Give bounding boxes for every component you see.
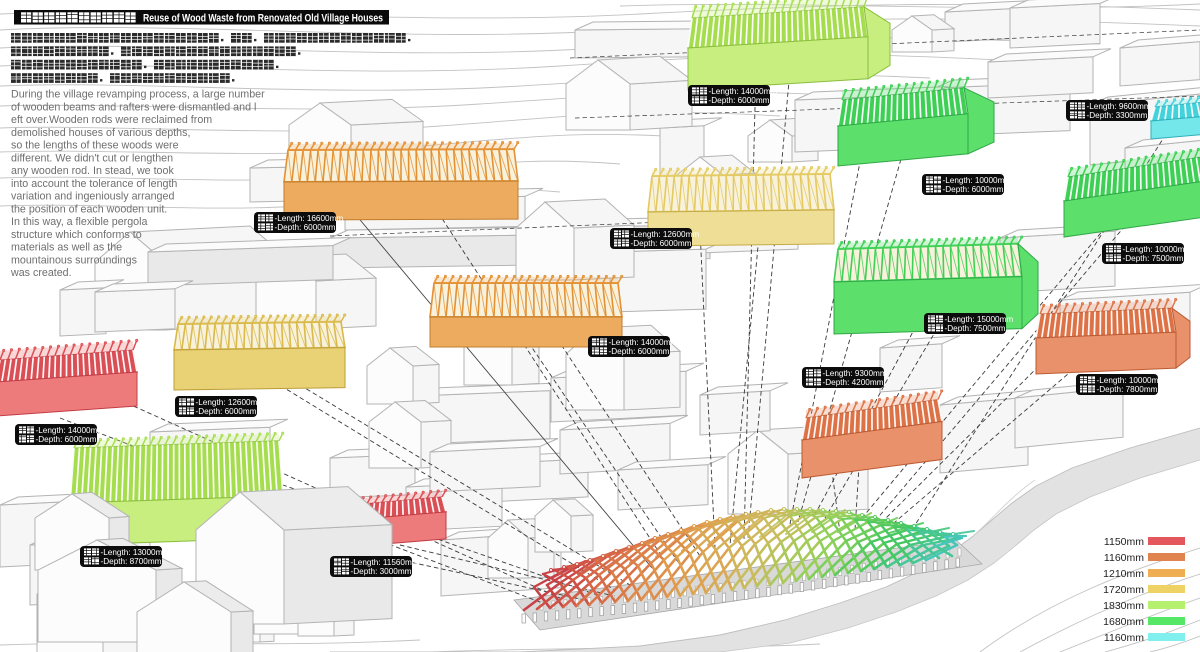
svg-text:structure which conforms to: structure which conforms to <box>11 229 142 241</box>
svg-text:-Depth: 7500mm: -Depth: 7500mm <box>1123 254 1184 263</box>
svg-text:-Length: 10000mm: -Length: 10000mm <box>1123 245 1192 254</box>
svg-text:1830mm: 1830mm <box>1103 600 1144 612</box>
svg-text:any wooden rod. In stead, we t: any wooden rod. In stead, we took <box>11 165 174 177</box>
svg-text:was created.: was created. <box>10 267 72 279</box>
svg-text:-Depth: 7800mm: -Depth: 7800mm <box>1097 385 1158 394</box>
svg-text:1160mm: 1160mm <box>1104 552 1144 564</box>
svg-text:variation and ingeniously arra: variation and ingeniously arranged <box>11 191 174 203</box>
svg-text:-Depth: 6000mm: -Depth: 6000mm <box>36 435 97 444</box>
svg-text:-Depth: 7500mm: -Depth: 7500mm <box>945 324 1006 333</box>
svg-text:-Length: 9600mm: -Length: 9600mm <box>1087 102 1151 111</box>
svg-text:demolished houses of various d: demolished houses of various depths, <box>11 127 190 139</box>
svg-text:During the village revamping p: During the village revamping process, a … <box>11 89 265 101</box>
svg-text:so the lengths of these woods: so the lengths of these woods were <box>11 140 179 152</box>
svg-text:-Depth: 6000mm: -Depth: 6000mm <box>196 407 257 416</box>
svg-text:-Depth: 6000mm: -Depth: 6000mm <box>709 96 770 105</box>
svg-text:1680mm: 1680mm <box>1103 616 1144 628</box>
svg-text:-Depth: 3300mm: -Depth: 3300mm <box>1087 111 1148 120</box>
svg-text:1210mm: 1210mm <box>1103 568 1144 580</box>
svg-text:-Length: 10000mm: -Length: 10000mm <box>943 176 1012 185</box>
svg-text:mountainous surroundings: mountainous surroundings <box>11 254 137 266</box>
svg-text:-Length: 12600mm: -Length: 12600mm <box>196 398 265 407</box>
svg-text:-Depth: 8700mm: -Depth: 8700mm <box>101 557 162 566</box>
svg-text:of wooden beams and rafters we: of wooden beams and rafters were dismant… <box>11 101 256 113</box>
svg-text:eft over.Wooden rods were recl: eft over.Wooden rods were reclaimed from <box>11 114 212 126</box>
svg-text:materials as well as the: materials as well as the <box>11 242 122 254</box>
svg-text:-Depth: 3000mm: -Depth: 3000mm <box>351 567 412 576</box>
svg-text:different. We didn't cut or le: different. We didn't cut or lengthen <box>11 152 173 164</box>
svg-text:1150mm: 1150mm <box>1104 536 1144 548</box>
svg-text:-Length: 14000mm: -Length: 14000mm <box>609 338 678 347</box>
svg-text:-Length: 12600mm: -Length: 12600mm <box>631 230 700 239</box>
svg-text:-Length: 11560mm: -Length: 11560mm <box>351 558 419 567</box>
svg-text:-Length: 14000mm: -Length: 14000mm <box>709 87 778 96</box>
svg-text:-Length: 10000mm: -Length: 10000mm <box>1097 376 1166 385</box>
svg-text:1160mm: 1160mm <box>1104 632 1144 644</box>
svg-text:the position of each wooden un: the position of each wooden unit. <box>11 203 167 215</box>
svg-text:-Depth: 6000mm: -Depth: 6000mm <box>609 347 670 356</box>
svg-text:1720mm: 1720mm <box>1103 584 1144 596</box>
svg-text:-Depth: 4200mm: -Depth: 4200mm <box>823 378 884 387</box>
svg-text:In this way, a flexible pergol: In this way, a flexible pergola <box>11 216 147 228</box>
svg-text:-Length: 14000mm: -Length: 14000mm <box>36 426 105 435</box>
svg-text:-Length: 9300mm: -Length: 9300mm <box>823 369 887 378</box>
svg-text:-Depth: 6000mm: -Depth: 6000mm <box>943 185 1004 194</box>
svg-text:-Depth: 6000mm: -Depth: 6000mm <box>631 239 692 248</box>
svg-text:Reuse of Wood Waste from Renov: Reuse of Wood Waste from Renovated Old V… <box>143 13 383 25</box>
svg-text:-Length: 15000mm: -Length: 15000mm <box>945 315 1014 324</box>
svg-text:into account the tolerance of: into account the tolerance of length <box>11 178 177 190</box>
svg-text:-Depth: 6000mm: -Depth: 6000mm <box>275 223 336 232</box>
svg-text:-Length: 16600mm: -Length: 16600mm <box>275 214 344 223</box>
svg-text:-Length: 13000mm: -Length: 13000mm <box>101 548 170 557</box>
